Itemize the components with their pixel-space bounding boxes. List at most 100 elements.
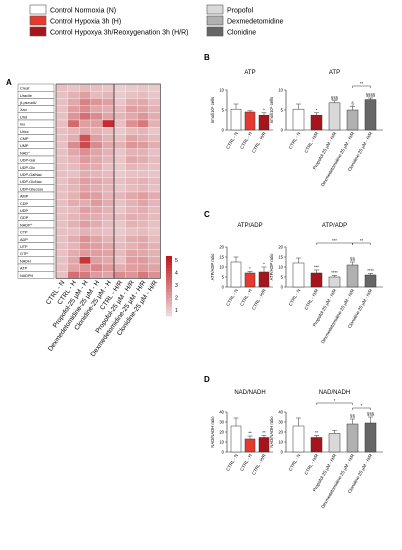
colorbar-segment bbox=[166, 280, 172, 284]
legend-label: Control Hypoxia 3h (H) bbox=[50, 19, 121, 26]
heatmap-cell bbox=[137, 242, 149, 250]
heatmap-cell bbox=[125, 134, 138, 142]
chart-title: ATP bbox=[329, 70, 340, 76]
heatmap-cell bbox=[90, 199, 103, 207]
y-tick-label: 10 bbox=[278, 440, 283, 445]
legend-label: Clonidine bbox=[227, 30, 256, 37]
heatmap-cell bbox=[79, 235, 91, 243]
heatmap-cell bbox=[90, 235, 103, 243]
significance-marker: §§§ bbox=[331, 95, 339, 100]
x-tick-label: CTRL - N bbox=[288, 288, 302, 307]
heatmap-cell bbox=[79, 148, 91, 157]
heatmap-row-label: UDP-Gal bbox=[20, 159, 35, 163]
heatmap-cell bbox=[79, 141, 91, 149]
heatmap-row-label: UDP-Glc bbox=[20, 166, 35, 170]
heatmap-cell bbox=[102, 271, 115, 279]
heatmap-cell bbox=[137, 83, 149, 92]
heatmap-cell bbox=[79, 83, 91, 92]
colorbar-tick-label: 2 bbox=[175, 296, 178, 302]
bar bbox=[364, 274, 377, 288]
heatmap-cell bbox=[137, 227, 149, 236]
colorbar-segment bbox=[166, 313, 172, 317]
y-tick-label: 0 bbox=[222, 128, 225, 133]
significance-marker: ** bbox=[315, 430, 319, 435]
bar bbox=[230, 261, 242, 288]
bar bbox=[292, 108, 305, 131]
heatmap-cell bbox=[90, 206, 103, 214]
y-tick-label: 10 bbox=[278, 265, 283, 270]
heatmap-cell bbox=[102, 155, 115, 164]
x-tick-label: Dexmedetomidine-25 µM - H/R bbox=[320, 130, 356, 187]
heatmap-cell bbox=[102, 191, 115, 200]
heatmap-row-label: NADH bbox=[20, 259, 31, 263]
x-tick-label: CTRL - H/R bbox=[303, 287, 319, 310]
heatmap-row-label: ATP bbox=[20, 267, 28, 271]
significance-marker: * bbox=[263, 107, 265, 112]
heatmap-cell bbox=[148, 105, 161, 113]
heatmap-cell bbox=[113, 98, 126, 106]
significance-marker: * bbox=[263, 262, 265, 267]
heatmap-cell bbox=[102, 134, 115, 142]
chart-title: ATP/ADP bbox=[322, 223, 347, 229]
heatmap-cell bbox=[148, 148, 161, 157]
colorbar-segment bbox=[166, 283, 172, 287]
heatmap-cell bbox=[90, 127, 103, 135]
bar bbox=[230, 425, 242, 453]
heatmap-cell bbox=[137, 206, 149, 214]
bar-chart-B-left: ATP 0 5 10 nmol/10⁶ cells CTRL - N CTRL - H * CT… bbox=[210, 70, 273, 154]
heatmap-cell bbox=[137, 263, 149, 272]
heatmap-cell bbox=[90, 242, 103, 250]
bar bbox=[364, 422, 377, 453]
colorbar-segment bbox=[166, 271, 172, 275]
heatmap-cell bbox=[148, 220, 161, 229]
legend-swatch bbox=[29, 4, 47, 15]
heatmap-cell bbox=[148, 163, 161, 171]
x-tick-label: CTRL - H bbox=[239, 453, 253, 472]
heatmap-row-label: UDP bbox=[20, 209, 28, 213]
y-tick-label: 15 bbox=[278, 255, 283, 260]
heatmap-row-label: Uracile bbox=[20, 94, 32, 98]
significance-marker: ** bbox=[262, 430, 266, 435]
legend: Control Normoxia (N) Control Hypoxia 3h (… bbox=[29, 4, 284, 37]
y-tick-label: 20 bbox=[219, 430, 224, 435]
chart-title: ATP/ADP bbox=[237, 223, 262, 229]
colorbar-segment bbox=[166, 274, 172, 278]
x-tick-label: CTRL - N bbox=[288, 453, 302, 472]
heatmap-cell bbox=[137, 184, 149, 193]
heatmap-cell bbox=[102, 227, 115, 236]
heatmap-cell bbox=[113, 134, 126, 142]
significance-bracket bbox=[316, 242, 353, 245]
heatmap-cell bbox=[102, 249, 115, 257]
heatmap-cell bbox=[113, 163, 126, 171]
heatmap-cell bbox=[113, 155, 126, 164]
heatmap-cell bbox=[125, 184, 138, 193]
heatmap-cell bbox=[55, 98, 68, 106]
heatmap-cell bbox=[90, 177, 103, 185]
colorbar-segment bbox=[166, 256, 172, 260]
heatmap-cell bbox=[55, 155, 68, 164]
heatmap-cell bbox=[148, 206, 161, 214]
heatmap-cell bbox=[125, 199, 138, 207]
significance-bracket-label: ** bbox=[360, 81, 364, 86]
heatmap-cell bbox=[55, 177, 68, 185]
heatmap-cell bbox=[113, 263, 126, 272]
legend-label: Dexmedetomidine bbox=[227, 19, 284, 26]
significance-marker: **** bbox=[331, 270, 338, 275]
heatmap-cell bbox=[148, 227, 161, 236]
heatmap-cell bbox=[90, 91, 103, 99]
significance-bracket-label: * bbox=[334, 398, 336, 403]
x-tick-label: Dexmedetomidine-25 µM - H/R bbox=[320, 452, 356, 509]
heatmap-cell bbox=[90, 148, 103, 157]
heatmap-cell bbox=[90, 105, 103, 113]
heatmap-cell bbox=[137, 163, 149, 171]
y-tick-label: 20 bbox=[219, 245, 224, 250]
heatmap-row-label: GTP bbox=[20, 252, 28, 256]
y-tick-label: 0 bbox=[222, 285, 225, 290]
significance-marker: ** bbox=[248, 431, 252, 436]
heatmap-cell bbox=[113, 141, 126, 149]
heatmap-cell bbox=[79, 242, 91, 250]
heatmap-cell bbox=[137, 155, 149, 164]
heatmap-cell bbox=[125, 127, 138, 135]
heatmap-cell bbox=[67, 256, 80, 265]
heatmap-cell bbox=[113, 227, 126, 236]
